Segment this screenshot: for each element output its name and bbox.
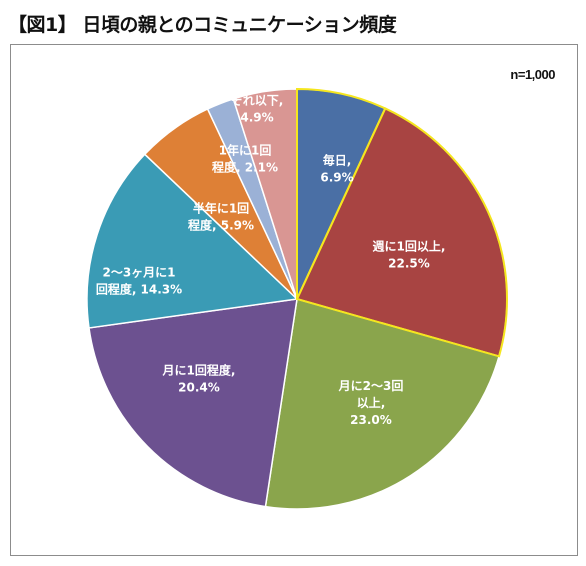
slice-label-7-line-2: 程度, 2.1% xyxy=(212,160,278,175)
slice-label-3-line-2: 以上, xyxy=(357,395,386,410)
slice-label-8-line-2: 4.9% xyxy=(240,111,273,125)
slice-label-3: 月に2～3回以上, 23.0% xyxy=(338,379,404,427)
slice-label-1-line-2: 6.9% xyxy=(320,171,353,185)
slice-label-4-line-1: 月に1回程度, xyxy=(162,363,236,378)
slice-label-2: 週に1回以上, 22.5% xyxy=(373,239,446,271)
slice-label-5-line-2: 回程度, 14.3% xyxy=(96,282,182,297)
slice-label-1-line-1: 毎日, xyxy=(323,153,352,168)
slice-label-4-line-2: 20.4% xyxy=(178,381,220,395)
slice-label-3-line-3: 23.0% xyxy=(350,413,392,427)
slice-label-6-line-2: 程度, 5.9% xyxy=(188,218,254,233)
slice-label-8: それ以下, 4.9% xyxy=(231,94,284,125)
pie-slice-3 xyxy=(264,298,500,510)
slice-label-7-line-1: 1年に1回 xyxy=(219,143,272,158)
slice-label-4: 月に1回程度, 20.4% xyxy=(162,363,236,395)
slice-label-6: 半年に1回程度, 5.9% xyxy=(188,201,254,233)
sample-size-note: n=1,000 xyxy=(510,67,555,82)
slice-label-2-line-1: 週に1回以上, xyxy=(373,239,446,254)
pie-slice-4 xyxy=(88,298,298,508)
slice-label-3-line-1: 月に2～3回 xyxy=(338,379,404,393)
slice-label-2-line-2: 22.5% xyxy=(388,257,430,271)
slice-label-8-line-1: それ以下, xyxy=(231,94,284,108)
slice-label-7: 1年に1回程度, 2.1% xyxy=(212,143,278,175)
slice-label-6-line-1: 半年に1回 xyxy=(193,201,249,216)
slice-label-5-line-1: 2～3ヶ月に1 xyxy=(102,266,175,280)
chart-title: 【図1】 日頃の親とのコミュニケーション頻度 xyxy=(8,14,397,36)
pie-slice-highlight-2 xyxy=(295,107,508,358)
slice-label-5: 2～3ヶ月に1 回程度, 14.3% xyxy=(96,266,182,297)
chart-frame: n=1,000 毎日, 6.9% 週に1回以上, 22.5% 月に2～3回以上, 23.0… xyxy=(10,44,578,556)
slice-label-1: 毎日, 6.9% xyxy=(320,153,353,185)
pie-chart: 毎日, 6.9% 週に1回以上, 22.5% 月に2～3回以上, 23.0% 月に1回程度,… xyxy=(86,87,508,510)
pie-slice-5 xyxy=(86,153,299,329)
